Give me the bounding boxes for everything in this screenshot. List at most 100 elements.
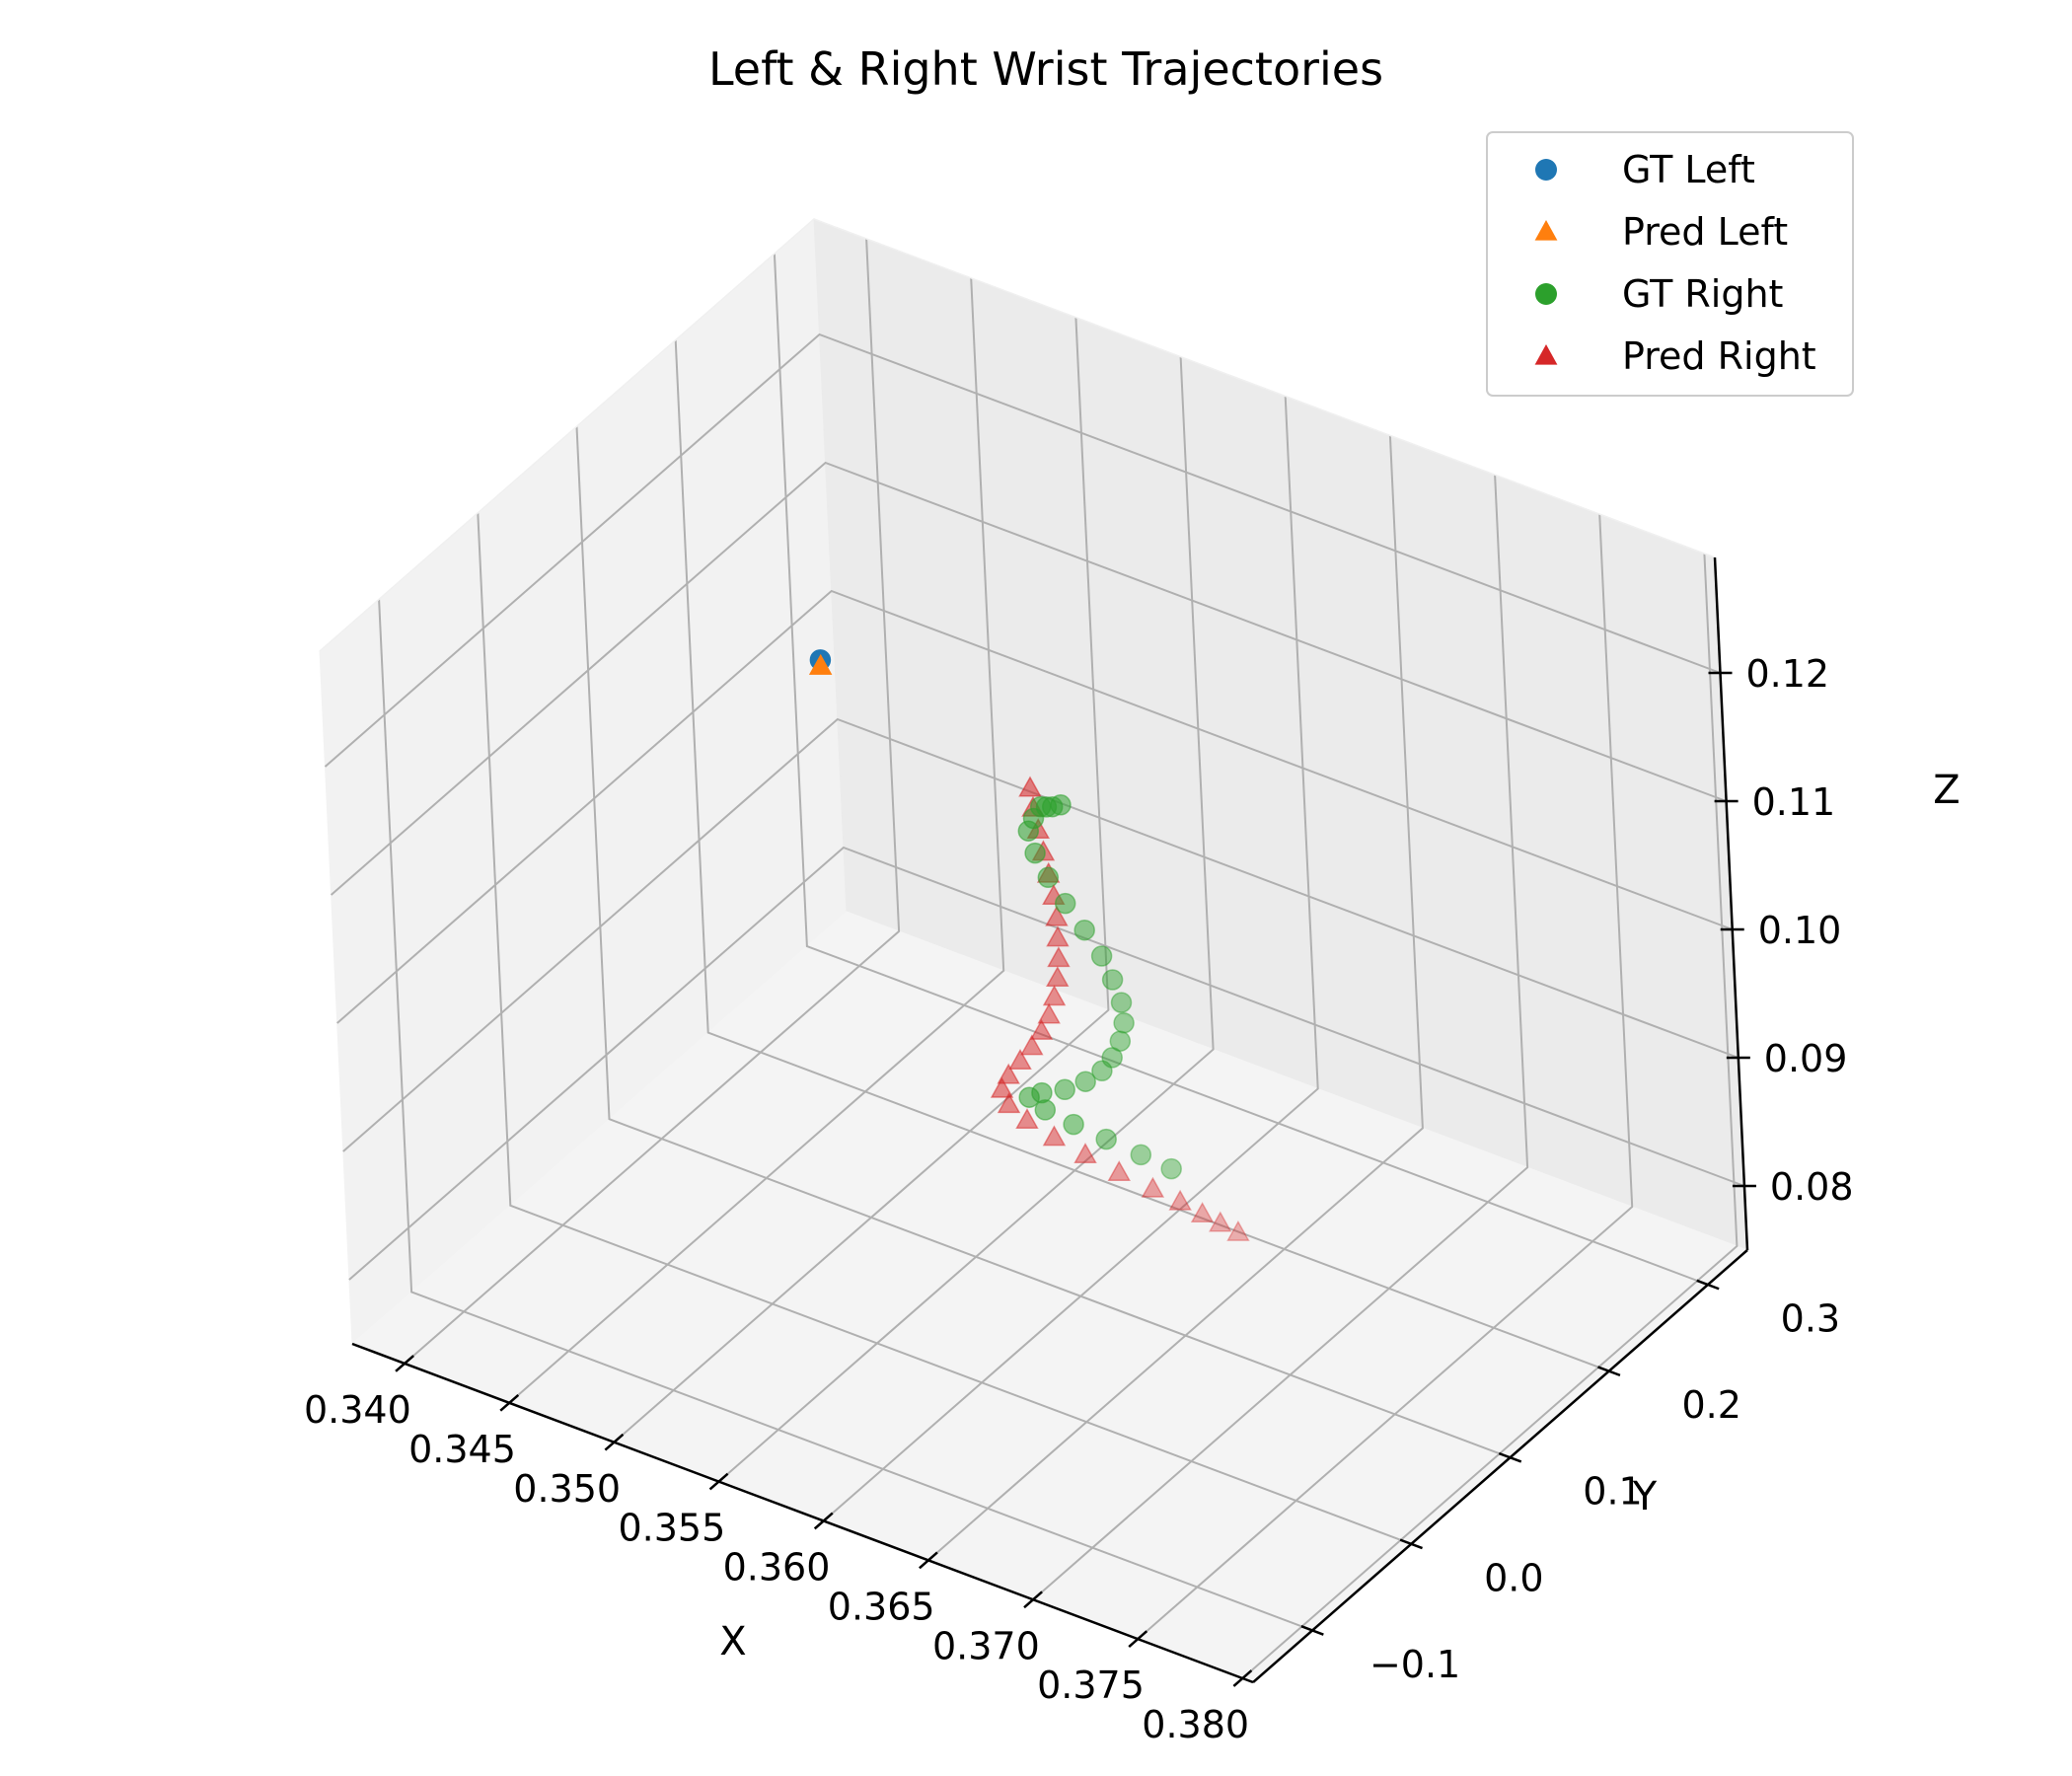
grid-line-y <box>773 253 1709 1286</box>
tick-mark <box>919 1551 938 1570</box>
grid-line-x <box>1241 553 1739 1679</box>
point-gt-right <box>1031 1081 1053 1104</box>
point-gt-right <box>1090 945 1113 967</box>
point-pred-right <box>990 1076 1014 1098</box>
point-pred-right <box>1042 1125 1067 1147</box>
grid-line-z <box>330 461 1727 896</box>
x-tick-label: 0.340 <box>304 1388 411 1432</box>
point-pred-right <box>1209 1211 1232 1232</box>
point-gt-right <box>1130 1144 1152 1166</box>
legend-label: GT Left <box>1622 148 1755 191</box>
x-tick-label: 0.355 <box>619 1507 726 1550</box>
legend-label: Pred Left <box>1622 210 1788 254</box>
point-pred-right <box>1018 776 1042 797</box>
grid-line-x <box>927 435 1424 1562</box>
y-tick-label: 0.1 <box>1583 1470 1642 1514</box>
point-gt-right <box>1054 1078 1075 1101</box>
tick-mark <box>1232 1669 1253 1687</box>
legend-marker-pred-left <box>1534 220 1558 241</box>
x-axis-label: X <box>719 1619 746 1665</box>
legend-label: GT Right <box>1622 272 1783 316</box>
point-pred-right <box>1008 1048 1032 1070</box>
grid-line-y <box>378 599 1313 1632</box>
grid-line-x <box>1137 514 1634 1640</box>
y-tick-label: −0.1 <box>1369 1643 1460 1686</box>
point-pred-right <box>1042 985 1067 1006</box>
y-tick-label: 0.0 <box>1484 1556 1543 1599</box>
z-tick-label: 0.09 <box>1764 1037 1848 1080</box>
point-gt-right <box>1037 866 1060 889</box>
point-gt-right <box>1091 1060 1113 1082</box>
grid-line-z <box>348 846 1745 1281</box>
z-tick-label: 0.12 <box>1746 652 1830 696</box>
point-gt-right <box>1109 1030 1132 1052</box>
y-tick-label: 0.3 <box>1781 1297 1840 1341</box>
point-pred-right <box>1015 1108 1039 1130</box>
point-pred-right <box>1190 1202 1215 1223</box>
point-gt-right <box>1034 1099 1057 1121</box>
grid-line-y <box>674 339 1610 1372</box>
y-axis-label: Y <box>1632 1474 1658 1519</box>
point-pred-right <box>1168 1189 1192 1211</box>
point-gt-right <box>1024 842 1046 864</box>
tick-mark <box>1399 1538 1423 1550</box>
grid-line-x <box>717 356 1215 1483</box>
point-gt-right <box>1063 1113 1084 1136</box>
x-tick-label: 0.370 <box>932 1624 1040 1667</box>
tick-mark <box>1696 1279 1720 1291</box>
point-gt-right <box>1113 1012 1135 1034</box>
pane-edge-top <box>319 218 1716 652</box>
grid-line-z <box>336 589 1734 1024</box>
z-tick-label: 0.08 <box>1770 1165 1854 1209</box>
legend-marker-gt-right <box>1535 283 1557 305</box>
point-pred-right <box>1107 1160 1131 1182</box>
tick-mark <box>1597 1366 1621 1377</box>
point-pred-left <box>808 653 833 675</box>
grid-line-x <box>613 317 1110 1443</box>
point-gt-right <box>1101 969 1124 991</box>
legend-marker-pred-right <box>1534 344 1558 365</box>
tick-mark <box>604 1433 625 1451</box>
legend-marker-gt-left <box>1535 159 1557 181</box>
x-tick-label: 0.360 <box>723 1546 831 1590</box>
tick-mark <box>1128 1630 1148 1648</box>
grid-line-z <box>342 717 1739 1152</box>
x-tick-label: 0.380 <box>1142 1703 1249 1746</box>
legend: GT Left Pred Left GT Right Pred Right <box>1486 131 1854 397</box>
tick-mark <box>395 1355 414 1372</box>
x-tick-label: 0.345 <box>408 1428 516 1471</box>
x-axis-line <box>351 1342 1254 1684</box>
z-tick-label: 0.10 <box>1758 909 1842 952</box>
point-gt-right <box>1095 1128 1117 1150</box>
tick-mark <box>1498 1451 1522 1463</box>
grid-lines <box>319 218 1745 1679</box>
grid-line-y <box>575 426 1511 1459</box>
y-axis-line <box>1252 1249 1748 1683</box>
axis-panes <box>319 217 1748 1683</box>
tick-mark <box>499 1393 520 1412</box>
grid-line-y <box>477 512 1412 1545</box>
point-gt-right <box>1073 919 1095 941</box>
point-pred-right <box>1020 1034 1044 1056</box>
point-gt-right <box>1110 992 1133 1013</box>
point-gt-right <box>1041 795 1064 818</box>
legend-label: Pred Right <box>1622 334 1816 378</box>
grid-line-z <box>324 333 1721 768</box>
grid-line-x <box>404 238 901 1365</box>
point-pred-right <box>1226 1220 1250 1241</box>
y-tick-label: 0.2 <box>1681 1383 1740 1427</box>
tick-mark <box>708 1472 729 1491</box>
x-tick-label: 0.375 <box>1037 1664 1145 1707</box>
z-axis-label: Z <box>1933 768 1960 813</box>
point-pred-right <box>997 1063 1020 1084</box>
tick-mark <box>1300 1625 1324 1636</box>
axis-ticks: 0.3400.3450.3500.3550.3600.3650.3700.375… <box>304 652 1854 1746</box>
point-pred-right <box>1045 905 1069 926</box>
tick-mark <box>1023 1591 1043 1609</box>
grid-line-x <box>823 396 1319 1522</box>
point-pred-right <box>1073 1143 1097 1164</box>
x-tick-label: 0.365 <box>828 1585 935 1628</box>
point-pred-right <box>1046 925 1070 947</box>
legend-frame <box>1486 131 1854 397</box>
